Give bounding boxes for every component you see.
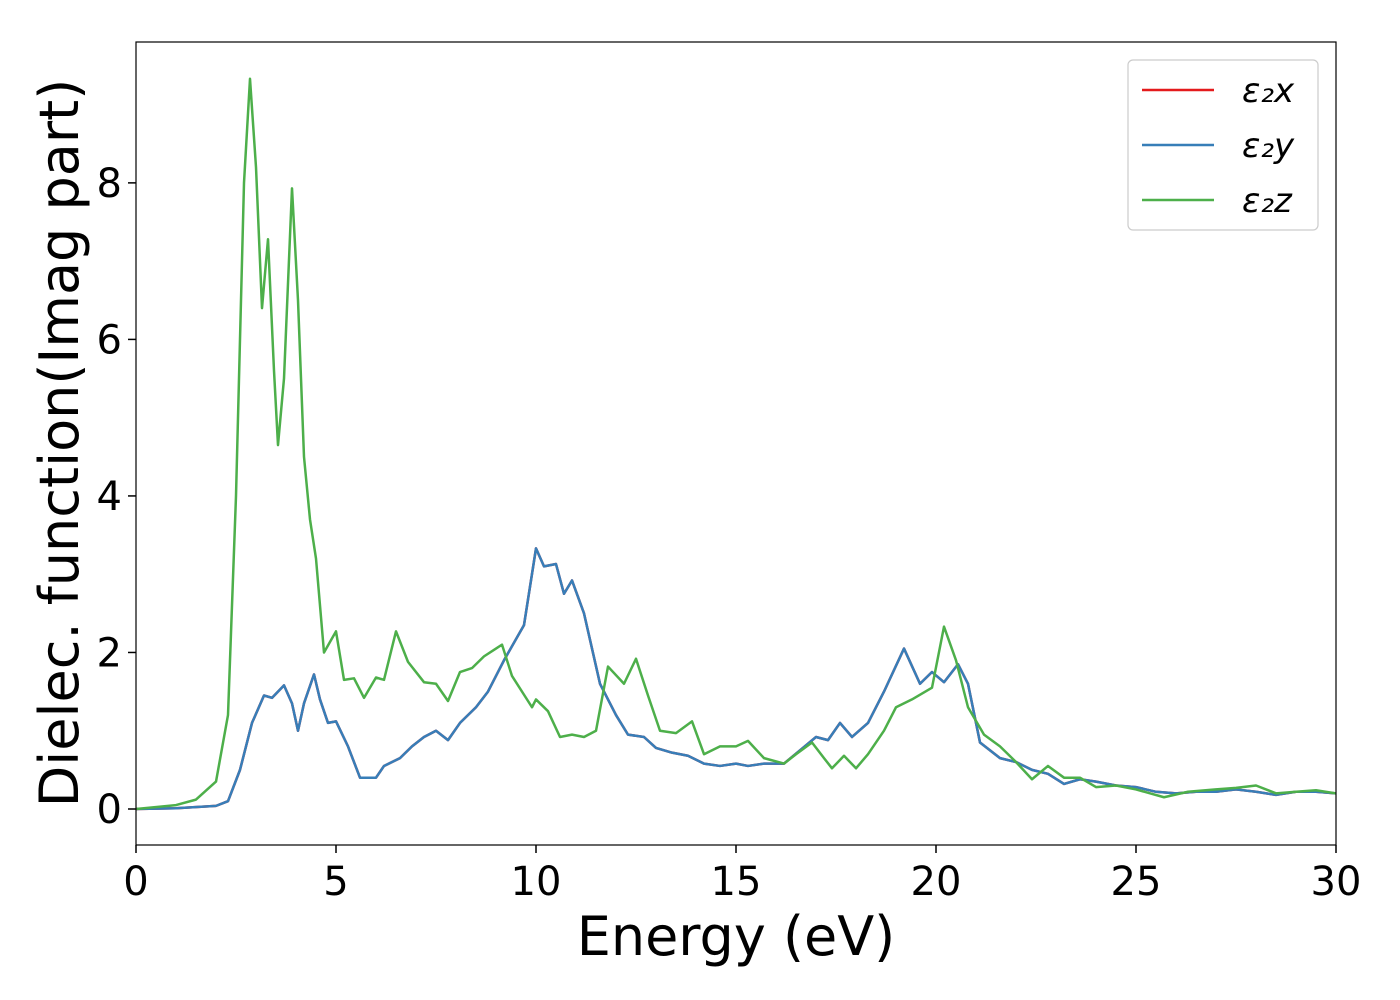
legend-label: ε₂x xyxy=(1242,71,1295,111)
plot-frame xyxy=(135,41,1337,846)
line xyxy=(136,77,1336,811)
y-tick-label: 2 xyxy=(97,630,122,676)
y-axis-label: Dielec. function(Imag part) xyxy=(28,79,91,808)
x-axis-label: Energy (eV) xyxy=(577,905,896,968)
x-tick-label: 0 xyxy=(123,859,148,905)
legend-box xyxy=(1127,59,1319,231)
legend-label: ε₂y xyxy=(1242,126,1295,166)
line xyxy=(136,547,1336,811)
x-tick-label: 15 xyxy=(711,859,762,905)
y-tick-label: 6 xyxy=(97,317,122,363)
x-tick-label: 10 xyxy=(511,859,562,905)
y-tick-label: 0 xyxy=(97,787,122,833)
x-tick-label: 25 xyxy=(1111,859,1162,905)
x-tick-label: 5 xyxy=(323,859,348,905)
y-tick-label: 8 xyxy=(97,161,122,207)
x-tick-label: 30 xyxy=(1311,859,1362,905)
y-tick-label: 4 xyxy=(97,474,122,520)
x-tick-label: 20 xyxy=(911,859,962,905)
legend-label: ε₂z xyxy=(1242,181,1293,221)
